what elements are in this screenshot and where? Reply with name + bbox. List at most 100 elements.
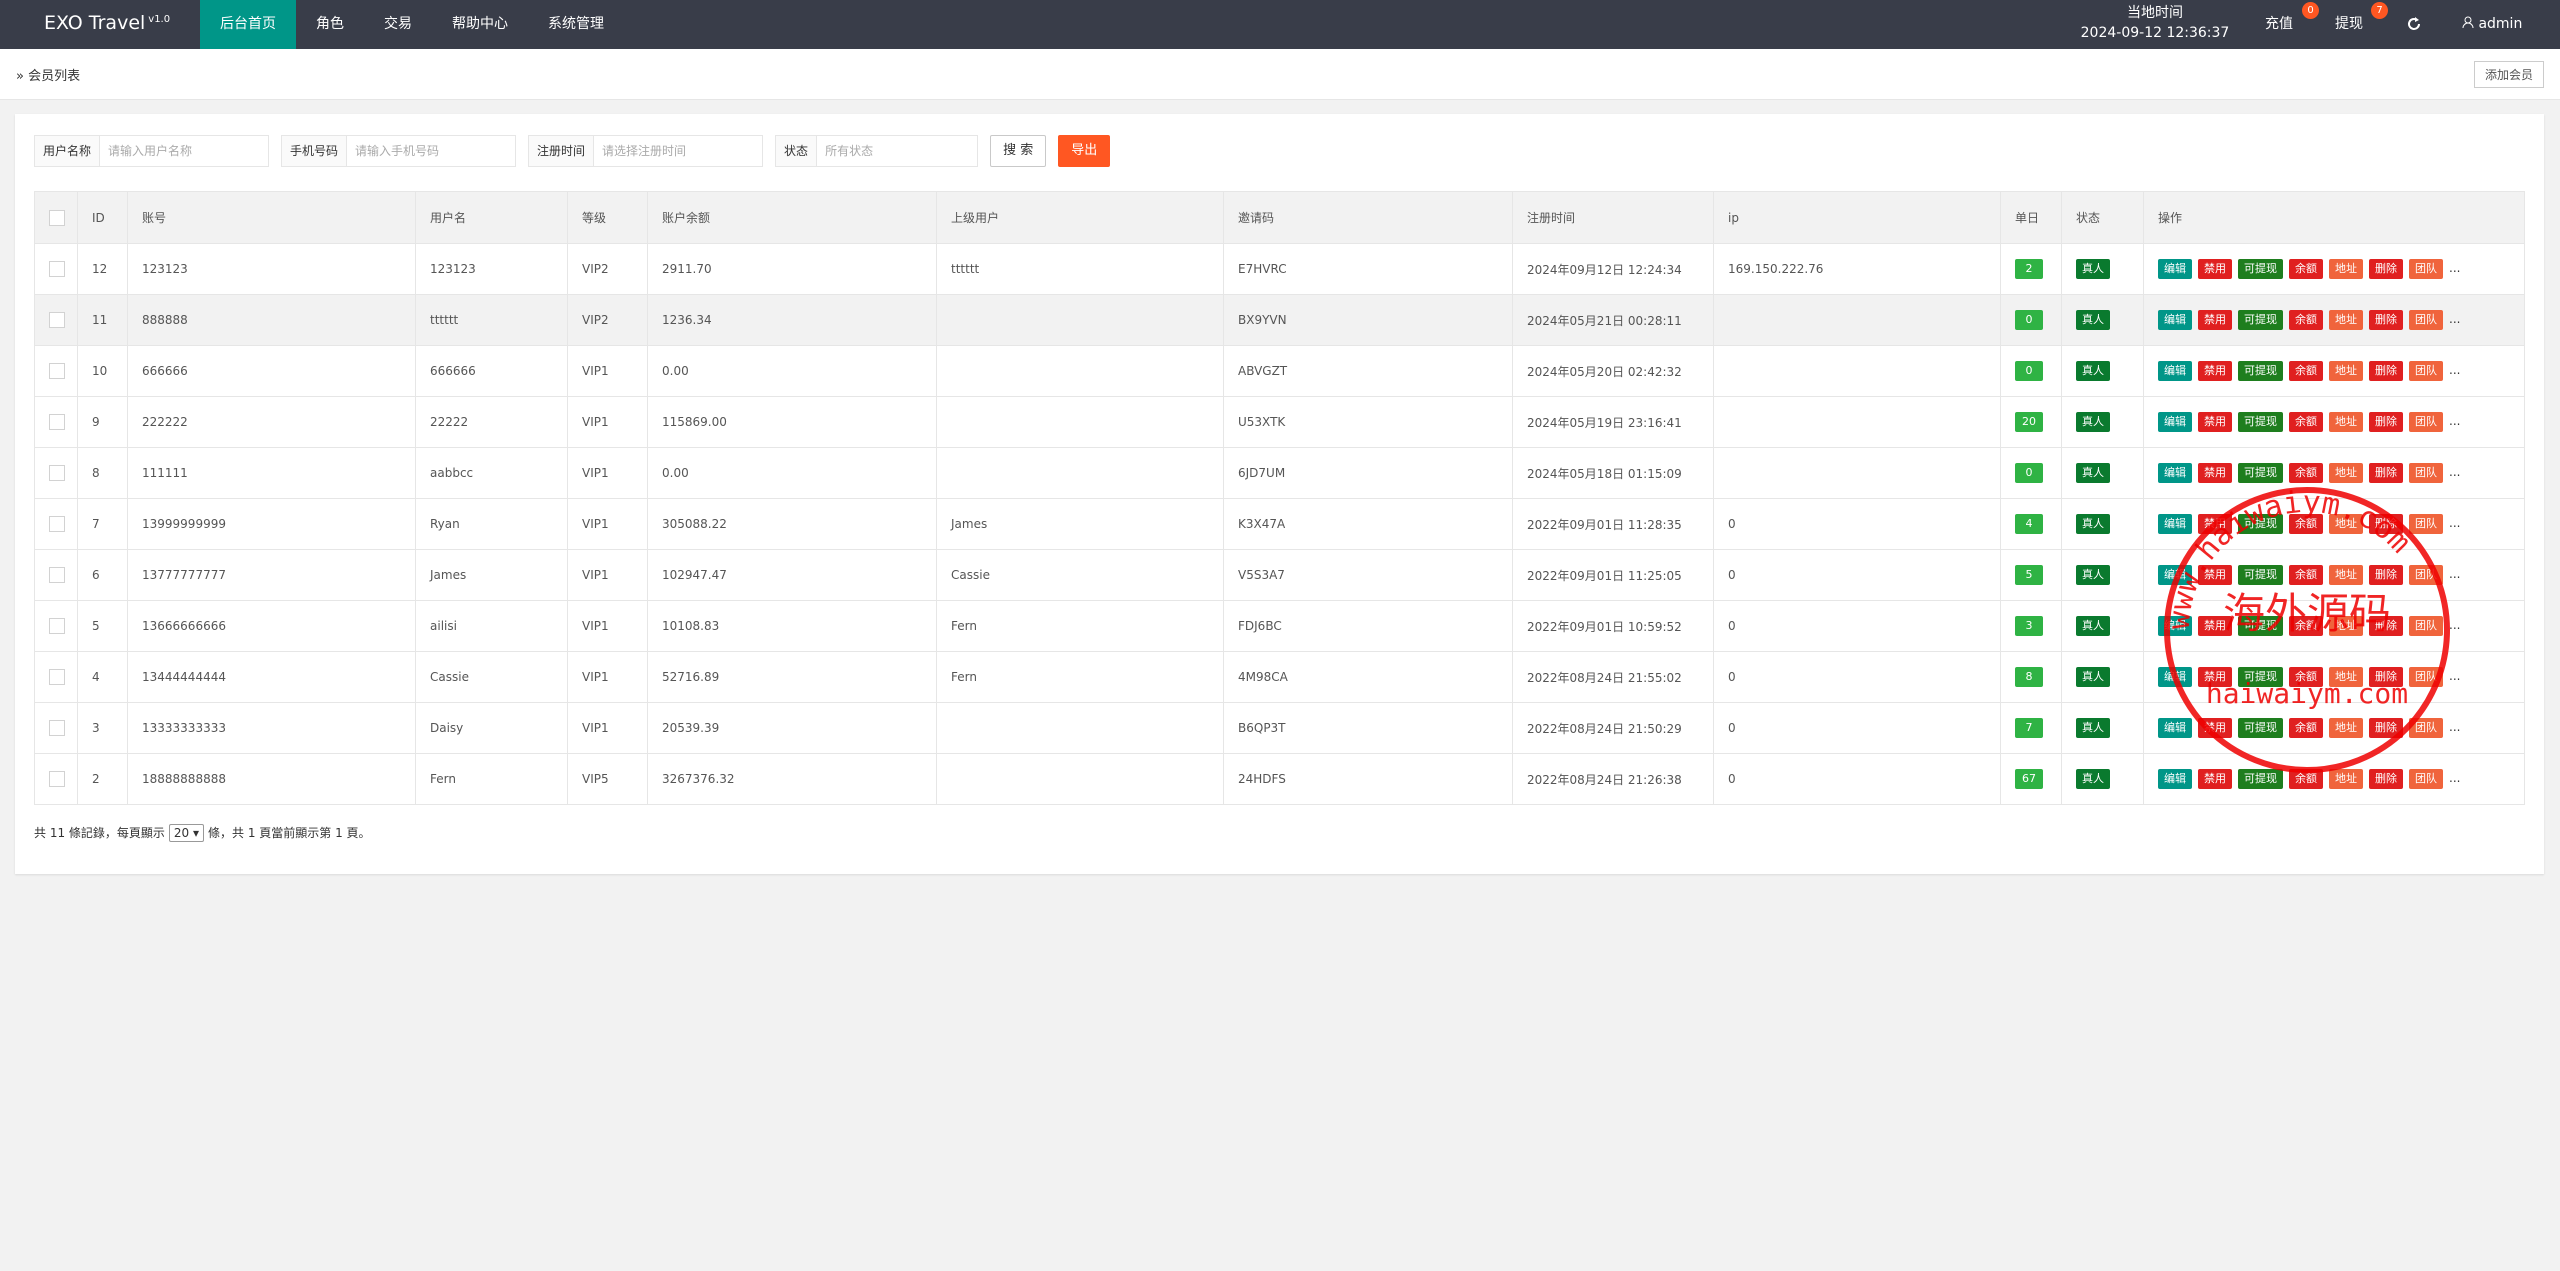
action-button[interactable]: 禁用 — [2198, 310, 2232, 330]
checkbox[interactable] — [49, 567, 65, 583]
checkbox[interactable] — [49, 414, 65, 430]
action-button[interactable]: 团队 — [2409, 718, 2443, 738]
search-button[interactable]: 搜 索 — [990, 135, 1047, 167]
nav-item[interactable]: 帮助中心 — [452, 16, 508, 32]
action-button[interactable]: 删除 — [2369, 310, 2403, 330]
action-button[interactable]: 团队 — [2409, 361, 2443, 381]
action-button[interactable]: 地址 — [2329, 769, 2363, 789]
action-button[interactable]: 删除 — [2369, 616, 2403, 636]
action-button[interactable]: 余额 — [2289, 514, 2323, 534]
nav-item[interactable]: 后台首页 — [200, 0, 296, 49]
action-button[interactable]: 删除 — [2369, 565, 2403, 585]
action-button[interactable]: 编辑 — [2158, 463, 2192, 483]
checkbox[interactable] — [49, 465, 65, 481]
action-button[interactable]: 编辑 — [2158, 769, 2192, 789]
more-actions[interactable]: ... — [2449, 465, 2461, 479]
action-button[interactable]: 编辑 — [2158, 310, 2192, 330]
nav-item[interactable]: 系统管理 — [548, 16, 604, 32]
checkbox[interactable] — [49, 669, 65, 685]
action-button[interactable]: 余额 — [2289, 412, 2323, 432]
withdraw-text[interactable]: 提现 — [2335, 16, 2363, 32]
add-member-button[interactable]: 添加会员 — [2473, 61, 2544, 88]
withdraw[interactable]: 提现 — [2335, 0, 2363, 49]
action-button[interactable]: 团队 — [2409, 769, 2443, 789]
action-button[interactable]: 删除 — [2369, 259, 2403, 279]
action-button[interactable]: 可提现 — [2238, 616, 2283, 636]
action-button[interactable]: 编辑 — [2158, 361, 2192, 381]
action-button[interactable]: 可提现 — [2238, 718, 2283, 738]
checkbox[interactable] — [49, 516, 65, 532]
action-button[interactable]: 余额 — [2289, 769, 2323, 789]
checkbox[interactable] — [49, 771, 65, 787]
action-button[interactable]: 删除 — [2369, 769, 2403, 789]
user-name[interactable]: admin — [2478, 16, 2523, 32]
action-button[interactable]: 地址 — [2329, 565, 2363, 585]
action-button[interactable]: 可提现 — [2238, 259, 2283, 279]
action-button[interactable]: 地址 — [2329, 463, 2363, 483]
action-button[interactable]: 删除 — [2369, 361, 2403, 381]
checkbox[interactable] — [49, 720, 65, 736]
action-button[interactable]: 地址 — [2329, 310, 2363, 330]
action-button[interactable]: 禁用 — [2198, 463, 2232, 483]
nav-item[interactable]: 交易 — [384, 16, 412, 32]
action-button[interactable]: 可提现 — [2238, 361, 2283, 381]
checkbox[interactable] — [49, 312, 65, 328]
action-button[interactable]: 地址 — [2329, 514, 2363, 534]
action-button[interactable]: 团队 — [2409, 565, 2443, 585]
more-actions[interactable]: ... — [2449, 261, 2461, 275]
checkbox[interactable] — [49, 209, 65, 226]
action-button[interactable]: 余额 — [2289, 259, 2323, 279]
action-button[interactable]: 编辑 — [2158, 514, 2192, 534]
action-button[interactable]: 团队 — [2409, 514, 2443, 534]
action-button[interactable]: 编辑 — [2158, 616, 2192, 636]
action-button[interactable]: 可提现 — [2238, 463, 2283, 483]
more-actions[interactable]: ... — [2449, 720, 2461, 734]
action-button[interactable]: 可提现 — [2238, 412, 2283, 432]
action-button[interactable]: 余额 — [2289, 667, 2323, 687]
filter-input[interactable]: 请输入用户名称 — [108, 144, 193, 158]
action-button[interactable]: 团队 — [2409, 463, 2443, 483]
nav-item[interactable]: 角色 — [316, 16, 344, 32]
more-actions[interactable]: ... — [2449, 669, 2461, 683]
refresh-icon[interactable] — [2406, 16, 2422, 32]
export-button[interactable]: 导出 — [1058, 135, 1111, 167]
action-button[interactable]: 可提现 — [2238, 769, 2283, 789]
action-button[interactable]: 可提现 — [2238, 667, 2283, 687]
action-button[interactable]: 余额 — [2289, 616, 2323, 636]
recharge[interactable]: 充值 — [2265, 0, 2293, 49]
action-button[interactable]: 禁用 — [2198, 616, 2232, 636]
action-button[interactable]: 删除 — [2369, 514, 2403, 534]
action-button[interactable]: 地址 — [2329, 259, 2363, 279]
action-button[interactable]: 禁用 — [2198, 514, 2232, 534]
checkbox[interactable] — [49, 618, 65, 634]
action-button[interactable]: 禁用 — [2198, 361, 2232, 381]
action-button[interactable]: 团队 — [2409, 259, 2443, 279]
action-button[interactable]: 地址 — [2329, 412, 2363, 432]
action-button[interactable]: 余额 — [2289, 310, 2323, 330]
action-button[interactable]: 编辑 — [2158, 565, 2192, 585]
filter-input[interactable]: 请选择注册时间 — [602, 144, 687, 158]
action-button[interactable]: 禁用 — [2198, 412, 2232, 432]
filter-input[interactable]: 所有状态 — [825, 144, 874, 158]
more-actions[interactable]: ... — [2449, 618, 2461, 632]
more-actions[interactable]: ... — [2449, 312, 2461, 326]
action-button[interactable]: 删除 — [2369, 463, 2403, 483]
action-button[interactable]: 团队 — [2409, 667, 2443, 687]
more-actions[interactable]: ... — [2449, 567, 2461, 581]
action-button[interactable]: 可提现 — [2238, 565, 2283, 585]
action-button[interactable]: 地址 — [2329, 361, 2363, 381]
recharge-text[interactable]: 充值 — [2265, 16, 2293, 32]
action-button[interactable]: 删除 — [2369, 412, 2403, 432]
action-button[interactable]: 可提现 — [2238, 310, 2283, 330]
page-size[interactable]: 20 — [173, 826, 190, 840]
more-actions[interactable]: ... — [2449, 363, 2461, 377]
action-button[interactable]: 编辑 — [2158, 718, 2192, 738]
action-button[interactable]: 编辑 — [2158, 412, 2192, 432]
action-button[interactable]: 删除 — [2369, 667, 2403, 687]
more-actions[interactable]: ... — [2449, 771, 2461, 785]
action-button[interactable]: 地址 — [2329, 667, 2363, 687]
action-button[interactable]: 余额 — [2289, 361, 2323, 381]
page-size-select[interactable]: 20 ▾ — [168, 824, 205, 842]
action-button[interactable]: 余额 — [2289, 565, 2323, 585]
action-button[interactable]: 删除 — [2369, 718, 2403, 738]
